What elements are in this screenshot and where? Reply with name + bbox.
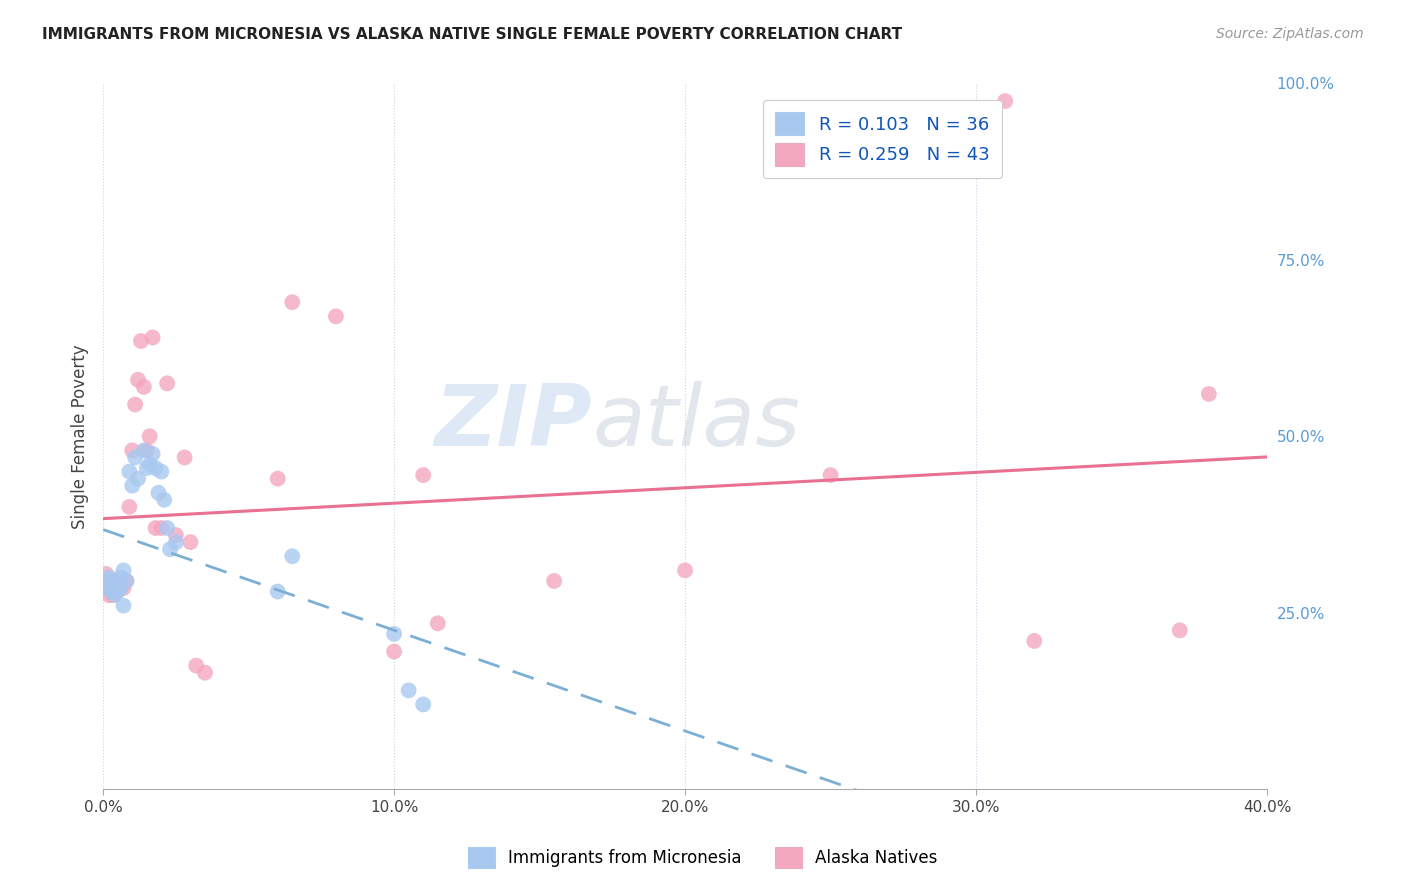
Point	[124, 450, 146, 465]
Legend: Immigrants from Micronesia, Alaska Natives: Immigrants from Micronesia, Alaska Nativ…	[461, 840, 945, 875]
Point	[115, 574, 138, 588]
Point	[110, 570, 132, 584]
Point	[121, 478, 143, 492]
Point	[159, 542, 181, 557]
Point	[135, 461, 157, 475]
Point	[673, 563, 696, 577]
Point	[820, 468, 842, 483]
Point	[267, 584, 290, 599]
Point	[186, 658, 208, 673]
Point	[382, 644, 405, 658]
Point	[281, 295, 304, 310]
Point	[107, 581, 129, 595]
Point	[543, 574, 565, 588]
Point	[97, 574, 120, 588]
Point	[124, 398, 146, 412]
Point	[412, 698, 434, 712]
Text: Source: ZipAtlas.com: Source: ZipAtlas.com	[1216, 27, 1364, 41]
Point	[173, 450, 195, 465]
Point	[156, 521, 179, 535]
Point	[121, 443, 143, 458]
Point	[101, 588, 124, 602]
Point	[132, 380, 155, 394]
Text: ZIP: ZIP	[434, 381, 592, 464]
Point	[104, 588, 127, 602]
Point	[127, 373, 149, 387]
Point	[994, 94, 1017, 108]
Point	[94, 581, 117, 595]
Text: atlas: atlas	[592, 381, 800, 464]
Point	[97, 581, 120, 595]
Point	[138, 429, 160, 443]
Point	[267, 472, 290, 486]
Legend: R = 0.103   N = 36, R = 0.259   N = 43: R = 0.103 N = 36, R = 0.259 N = 43	[762, 100, 1002, 178]
Point	[150, 521, 173, 535]
Point	[142, 447, 165, 461]
Point	[112, 599, 135, 613]
Point	[101, 574, 124, 588]
Point	[156, 376, 179, 391]
Point	[97, 570, 120, 584]
Point	[112, 581, 135, 595]
Point	[132, 443, 155, 458]
Point	[112, 563, 135, 577]
Point	[104, 584, 127, 599]
Point	[148, 485, 170, 500]
Point	[145, 521, 167, 535]
Point	[118, 500, 141, 514]
Point	[129, 334, 152, 348]
Point	[127, 472, 149, 486]
Point	[179, 535, 201, 549]
Point	[94, 581, 117, 595]
Point	[412, 468, 434, 483]
Point	[110, 574, 132, 588]
Point	[135, 443, 157, 458]
Point	[107, 574, 129, 588]
Point	[104, 577, 127, 591]
Point	[153, 492, 176, 507]
Point	[426, 616, 449, 631]
Point	[325, 310, 347, 324]
Point	[382, 627, 405, 641]
Point	[101, 581, 124, 595]
Point	[101, 574, 124, 588]
Point	[97, 588, 120, 602]
Point	[398, 683, 420, 698]
Point	[142, 330, 165, 344]
Point	[94, 574, 117, 588]
Point	[101, 584, 124, 599]
Point	[165, 535, 187, 549]
Point	[110, 581, 132, 595]
Point	[145, 461, 167, 475]
Point	[138, 458, 160, 472]
Point	[194, 665, 217, 680]
Point	[118, 465, 141, 479]
Point	[1168, 624, 1191, 638]
Point	[107, 574, 129, 588]
Point	[107, 584, 129, 599]
Point	[281, 549, 304, 564]
Point	[104, 577, 127, 591]
Point	[1024, 634, 1046, 648]
Point	[94, 566, 117, 581]
Point	[165, 528, 187, 542]
Point	[1198, 387, 1220, 401]
Point	[115, 574, 138, 588]
Text: IMMIGRANTS FROM MICRONESIA VS ALASKA NATIVE SINGLE FEMALE POVERTY CORRELATION CH: IMMIGRANTS FROM MICRONESIA VS ALASKA NAT…	[42, 27, 903, 42]
Point	[150, 465, 173, 479]
Y-axis label: Single Female Poverty: Single Female Poverty	[72, 344, 89, 529]
